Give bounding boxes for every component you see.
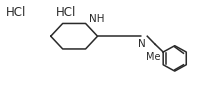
Text: Me: Me — [146, 52, 161, 62]
Text: HCl: HCl — [56, 6, 76, 19]
Text: NH: NH — [89, 14, 104, 24]
Text: N: N — [139, 39, 146, 49]
Text: HCl: HCl — [6, 6, 26, 19]
